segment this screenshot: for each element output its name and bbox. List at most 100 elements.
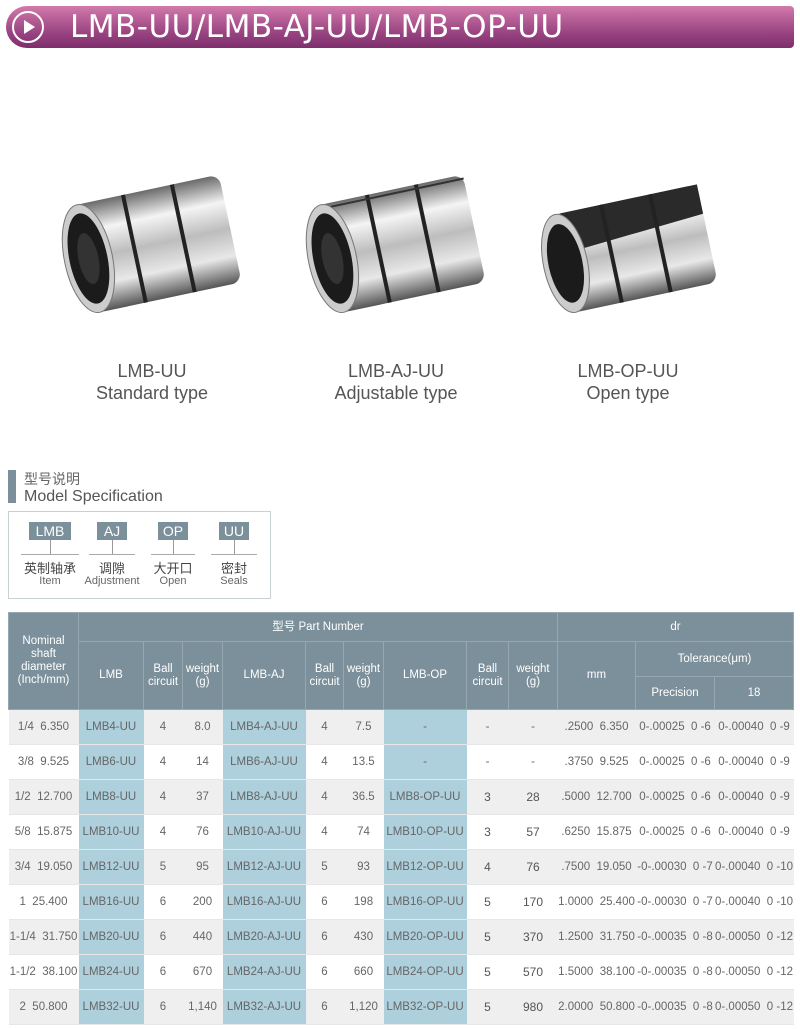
- table-row: 1-1/2 38.100 LMB24-UU 6 670 LMB24-AJ-UU 6 660 L…: [8, 954, 794, 990]
- table-row: 5/8 15.875 LMB10-UU 4 76 LMB10-AJ-UU 4 74 LMB10…: [8, 814, 794, 850]
- cell-weight: -: [508, 709, 558, 745]
- cell-weight: 76: [508, 849, 558, 885]
- product-image-lmb-op-uu: [528, 160, 728, 330]
- cell-precision: -0-.00035 0 -8: [635, 919, 715, 955]
- cell-ball: 6: [305, 954, 344, 990]
- cell-lmb-aj: LMB32-AJ-UU: [222, 989, 306, 1025]
- cell-precision: 0-.00025 0 -6: [635, 709, 715, 745]
- table-row: 1/2 12.700 LMB8-UU 4 37 LMB8-AJ-UU 4 36.5 LMB8-…: [8, 779, 794, 815]
- product-model: LMB-AJ-UU: [347, 361, 444, 381]
- cell-mm: .2500 6.350: [557, 709, 636, 745]
- header-weight: weight (g): [508, 641, 558, 710]
- cell-mm: .3750 9.525: [557, 744, 636, 780]
- code-lmb: LMB: [29, 522, 71, 540]
- cell-ball: 6: [143, 989, 183, 1025]
- cell-grade: 0-.00040 0 -10: [714, 849, 794, 885]
- spec-title-en: Model Specification: [24, 488, 163, 505]
- connector: [112, 540, 113, 554]
- table-row: 1/4 6.350 LMB4-UU 4 8.0 LMB4-AJ-UU 4 7.5- - - .25…: [8, 709, 794, 745]
- divider: [151, 554, 195, 555]
- cell-weight: 37: [182, 779, 223, 815]
- connector: [173, 540, 174, 554]
- cell-precision: -0-.00035 0 -8: [635, 989, 715, 1025]
- cell-precision: 0-.00025 0 -6: [635, 744, 715, 780]
- cell-ball: 4: [305, 779, 344, 815]
- cell-lmb-aj: LMB24-AJ-UU: [222, 954, 306, 990]
- cell-nominal: 1/2 12.700: [8, 779, 79, 815]
- cell-weight: 980: [508, 989, 558, 1025]
- divider: [89, 554, 135, 555]
- cell-lmb-op: LMB12-OP-UU: [383, 849, 467, 885]
- cell-precision: -0-.00035 0 -8: [635, 954, 715, 990]
- cell-lmb-op: LMB8-OP-UU: [383, 779, 467, 815]
- cell-weight: -: [508, 744, 558, 780]
- table-row: 2 50.800 LMB32-UU 6 1,140 LMB32-AJ-UU 6 1,120 L…: [8, 989, 794, 1025]
- cell-ball: 5: [143, 849, 183, 885]
- cell-lmb: LMB4-UU: [78, 709, 144, 745]
- cell-lmb: LMB12-UU: [78, 849, 144, 885]
- header-ball: Ball circuit: [305, 641, 344, 710]
- cell-lmb-op: LMB20-OP-UU: [383, 919, 467, 955]
- cell-mm: 1.0000 25.400: [557, 884, 636, 920]
- header-lmb: LMB: [78, 641, 144, 710]
- cell-ball: -: [466, 709, 509, 745]
- cell-ball: 5: [466, 954, 509, 990]
- header-part-number: 型号 Part Number: [78, 612, 558, 642]
- label-cn: 密封: [220, 561, 247, 576]
- cell-grade: 0-.00040 0 -9: [714, 709, 794, 745]
- cell-weight: 28: [508, 779, 558, 815]
- cell-weight: 198: [343, 884, 384, 920]
- product-caption: LMB-UU Standard type: [52, 360, 252, 404]
- section-marker: [8, 470, 16, 503]
- divider: [21, 554, 79, 555]
- header-precision: Precision: [635, 676, 715, 710]
- cell-lmb-aj: LMB6-AJ-UU: [222, 744, 306, 780]
- label-en: Open: [159, 575, 187, 587]
- cell-lmb-op: LMB24-OP-UU: [383, 954, 467, 990]
- cell-weight: 670: [182, 954, 223, 990]
- cell-lmb-op: LMB16-OP-UU: [383, 884, 467, 920]
- spec-title-cn: 型号说明: [24, 471, 80, 487]
- product-model: LMB-OP-UU: [577, 361, 679, 381]
- product-caption: LMB-AJ-UU Adjustable type: [296, 360, 496, 404]
- cell-grade: 0-.00050 0 -12: [714, 919, 794, 955]
- cell-precision: 0-.00025 0 -6: [635, 779, 715, 815]
- cell-lmb: LMB24-UU: [78, 954, 144, 990]
- cell-ball: 3: [466, 814, 509, 850]
- label-en: Adjustment: [84, 575, 140, 587]
- table-row: 1 25.400 LMB16-UU 6 200 LMB16-AJ-UU 6 198 LMB16…: [8, 884, 794, 920]
- cell-mm: .7500 19.050: [557, 849, 636, 885]
- cell-mm: 2.0000 50.800: [557, 989, 636, 1025]
- product-model: LMB-UU: [117, 361, 187, 381]
- cell-weight: 36.5: [343, 779, 384, 815]
- cell-weight: 660: [343, 954, 384, 990]
- connector: [50, 540, 51, 554]
- header-grade: 18: [713, 676, 795, 710]
- cell-ball: 5: [466, 989, 509, 1025]
- product-type: Standard type: [95, 383, 209, 403]
- header-weight: weight (g): [182, 641, 223, 710]
- model-spec-diagram: LMB AJ OP UU 英制轴承 调隙 大开口 密封 Item Adjustm…: [8, 511, 271, 599]
- cell-lmb: LMB8-UU: [78, 779, 144, 815]
- product-type: Open type: [586, 383, 670, 403]
- cell-grade: 0-.00050 0 -12: [714, 989, 794, 1025]
- cell-weight: 8.0: [182, 709, 223, 745]
- cell-mm: 1.2500 31.750: [557, 919, 636, 955]
- cell-ball: 4: [305, 709, 344, 745]
- header-mm: mm: [557, 641, 636, 710]
- cell-lmb-aj: LMB20-AJ-UU: [222, 919, 306, 955]
- cell-lmb-aj: LMB10-AJ-UU: [222, 814, 306, 850]
- cell-lmb: LMB10-UU: [78, 814, 144, 850]
- code-uu: UU: [219, 522, 249, 540]
- cell-weight: 170: [508, 884, 558, 920]
- cell-lmb-aj: LMB4-AJ-UU: [222, 709, 306, 745]
- header-dr: dr: [556, 612, 795, 642]
- label-cn: 大开口: [153, 561, 193, 576]
- header-lmb-op: LMB-OP: [383, 641, 467, 710]
- cell-lmb-op: LMB10-OP-UU: [383, 814, 467, 850]
- cell-ball: 4: [143, 814, 183, 850]
- cell-mm: .6250 15.875: [557, 814, 636, 850]
- cell-ball: 6: [143, 954, 183, 990]
- header-tolerance: Tolerance(μm): [634, 641, 795, 677]
- cell-nominal: 3/4 19.050: [8, 849, 79, 885]
